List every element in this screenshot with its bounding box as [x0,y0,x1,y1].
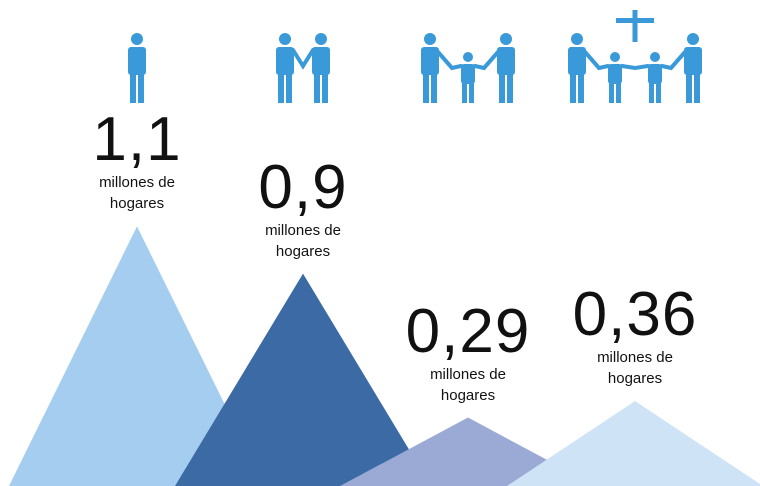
icon-family-plus [568,10,702,103]
value-label-group: 0,29 millones de hogares [403,296,533,406]
unit-label: millones de hogares [265,221,341,260]
icons [128,10,702,103]
value-label: 0,36 [572,280,698,350]
icon-couple [276,33,330,103]
value-label: 0,9 [258,152,348,222]
icon-person [128,33,146,103]
unit-label: millones de hogares [597,349,673,388]
value-label: 1,1 [92,105,182,175]
mountain [175,273,431,486]
value-label-group: 1,1 millones de hogares [72,105,202,214]
unit-label: millones de hogares [99,174,175,213]
unit-label: millones de hogares [430,365,506,404]
value-label-group: 0,36 millones de hogares [570,280,700,389]
icon-family-three [421,33,515,103]
mountain [9,226,265,486]
value-label: 0,29 [405,296,531,366]
mountain [340,417,596,486]
mountain [507,401,760,486]
value-label-group: 0,9 millones de hogares [238,152,368,262]
